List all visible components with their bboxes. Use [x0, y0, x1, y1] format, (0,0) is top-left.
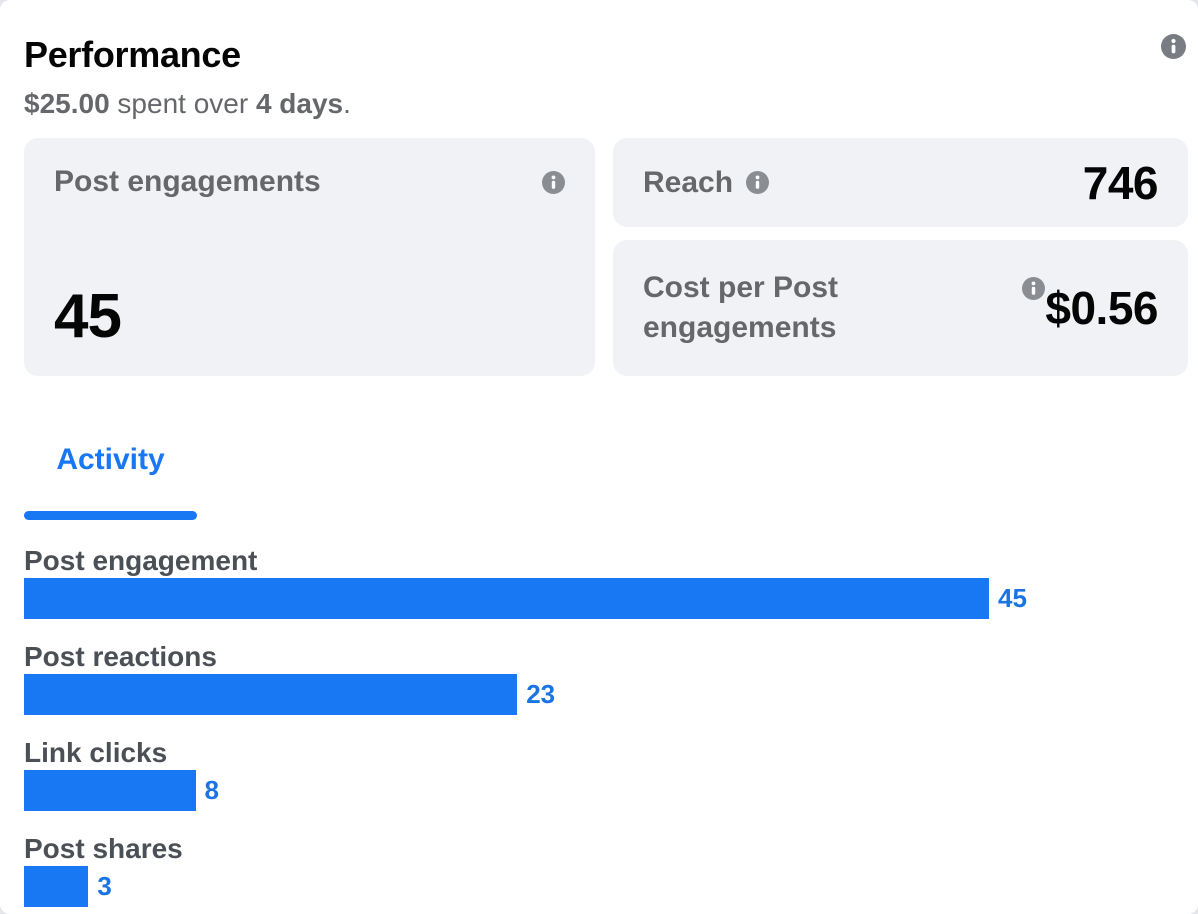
activity-bar-chart: Post engagement 45 Post reactions 23 Lin… — [24, 547, 1198, 907]
tab-activity[interactable]: Activity — [24, 442, 197, 520]
chart-row-post-engagement: Post engagement 45 — [24, 547, 1198, 619]
bar-value: 23 — [526, 679, 556, 709]
bar-label: Post shares — [24, 833, 183, 864]
metric-cards: Post engagements 45 Reach 746 Cost per P… — [24, 138, 1188, 376]
bar-post-shares — [24, 866, 89, 907]
tab-active-underline — [24, 511, 197, 520]
cost-per-post-engagements-value: $0.56 — [1045, 282, 1158, 334]
cost-per-post-engagements-label: Cost per Post engagements — [643, 271, 839, 344]
bar-label: Post reactions — [24, 641, 217, 672]
bar-label: Link clicks — [24, 737, 168, 768]
tab-activity-label: Activity — [56, 443, 165, 476]
bar-post-engagement — [24, 578, 989, 619]
cost-info-icon[interactable] — [1022, 277, 1046, 300]
spend-duration: 4 days — [255, 88, 344, 119]
metric-cards-right-column: Reach 746 Cost per Post engagements $0.5… — [613, 138, 1188, 376]
bar-label: Post engagement — [24, 545, 258, 576]
post-engagements-value: 45 — [54, 282, 122, 351]
reach-label: Reach — [643, 165, 734, 199]
reach-info-icon[interactable] — [746, 171, 770, 194]
bar-link-clicks — [24, 770, 196, 811]
spend-summary: $25.00 spent over 4 days. — [24, 87, 1186, 120]
chart-row-post-reactions: Post reactions 23 — [24, 643, 1198, 715]
cost-per-post-engagements-card: Cost per Post engagements $0.56 — [613, 240, 1188, 376]
tabs-bar: Activity — [24, 442, 1198, 520]
page-title: Performance — [24, 34, 241, 75]
bar-post-reactions — [24, 674, 518, 715]
performance-info-icon[interactable] — [1161, 34, 1186, 59]
bar-value: 8 — [204, 775, 220, 805]
reach-value: 746 — [1082, 156, 1159, 209]
panel-header: Performance $25.00 spent over 4 days. — [0, 0, 1198, 120]
spend-suffix: . — [343, 88, 351, 119]
bar-value: 3 — [97, 871, 112, 901]
bar-value: 45 — [998, 583, 1027, 613]
spend-connector: spent over — [109, 88, 256, 119]
post-engagements-card: Post engagements 45 — [24, 138, 595, 376]
chart-row-post-shares: Post shares 3 — [24, 835, 1198, 907]
chart-row-link-clicks: Link clicks 8 — [24, 739, 1198, 811]
post-engagements-info-icon[interactable] — [542, 170, 565, 194]
reach-card: Reach 746 — [613, 138, 1188, 227]
post-engagements-label: Post engagements — [54, 165, 321, 198]
spend-amount: $25.00 — [24, 88, 110, 119]
